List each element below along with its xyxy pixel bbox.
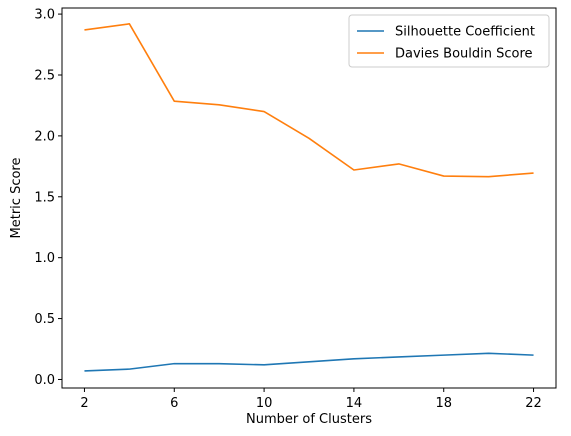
x-tick-label: 18 — [435, 396, 452, 411]
y-axis-label: Metric Score — [9, 158, 24, 239]
x-tick-label: 14 — [346, 396, 363, 411]
y-tick-label: 2.5 — [34, 68, 55, 83]
y-axis-ticks: 0.0 0.5 1.0 1.5 2.0 2.5 3.0 — [34, 8, 62, 388]
legend: Silhouette Coefficient Davies Bouldin Sco… — [348, 14, 550, 68]
y-tick-label: 0.0 — [34, 373, 55, 388]
y-tick-label: 0.5 — [34, 312, 55, 327]
legend-label-0: Silhouette Coefficient — [395, 25, 535, 40]
legend-box — [348, 14, 550, 68]
y-tick-label: 3.0 — [34, 8, 55, 23]
x-axis-ticks: 2 6 10 14 18 22 — [80, 388, 542, 411]
series-line-1 — [84, 23, 534, 178]
y-tick-label: 1.0 — [34, 251, 55, 266]
series-lines — [84, 23, 534, 372]
x-tick-label: 22 — [525, 396, 542, 411]
y-tick-label: 1.5 — [34, 190, 55, 205]
x-tick-label: 2 — [80, 396, 88, 411]
legend-label-1: Davies Bouldin Score — [395, 47, 533, 62]
x-tick-label: 10 — [256, 396, 273, 411]
series-line-0 — [84, 352, 534, 372]
x-tick-label: 6 — [170, 396, 178, 411]
y-tick-label: 2.0 — [34, 129, 55, 144]
plot-frame — [61, 7, 557, 389]
x-axis-label: Number of Clusters — [246, 412, 372, 427]
